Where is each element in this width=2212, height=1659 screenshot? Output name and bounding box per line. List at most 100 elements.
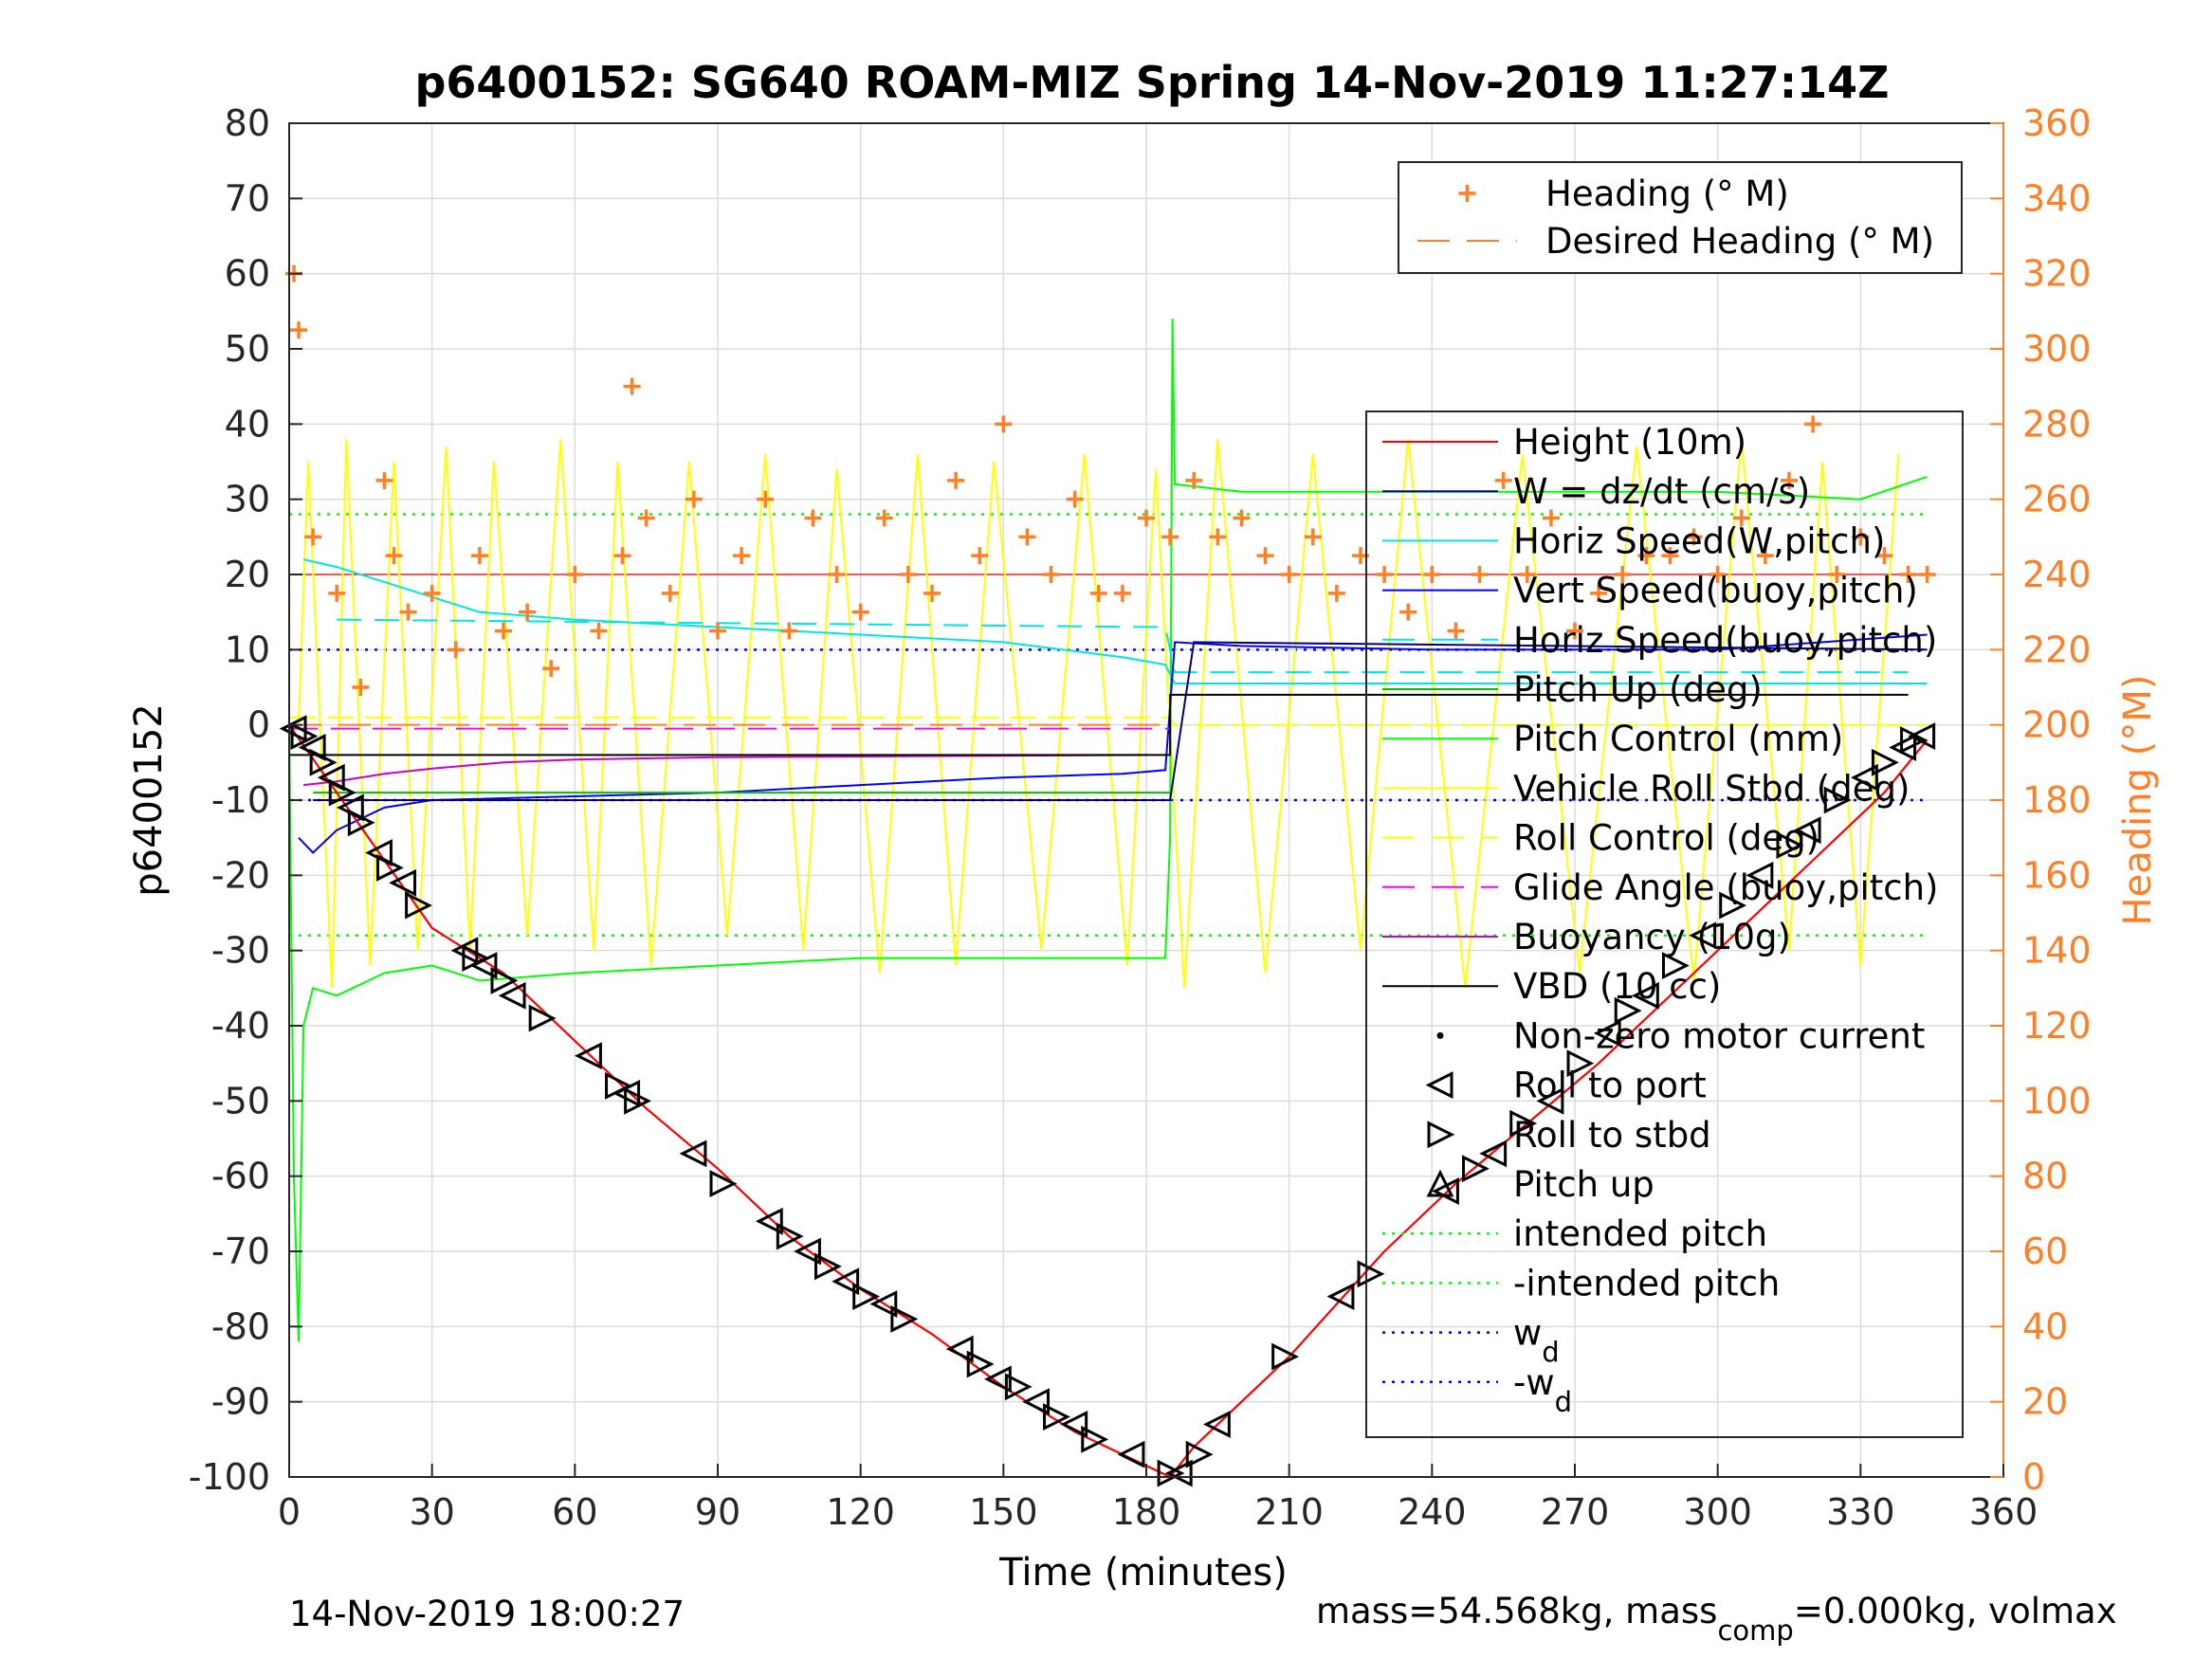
y-right-tick-label-260: 260 <box>2022 479 2092 520</box>
roll-to-port-marker-64 <box>1851 763 1878 792</box>
y-left-tick-label--60: -60 <box>211 1156 270 1197</box>
heading-point-50 <box>1399 603 1417 621</box>
heading-legend-label-1: Desired Heading (° M) <box>1545 221 1934 262</box>
y-left-tick-label--90: -90 <box>211 1381 270 1423</box>
roll-to-port-marker-50 <box>1479 1139 1508 1168</box>
reference-lines <box>289 513 1928 938</box>
y-left-tick-label--40: -40 <box>211 1005 270 1047</box>
main-legend: Height (10m) W = dz/dt (cm/s) Horiz Speed(… <box>1365 410 1964 1438</box>
heading-point-36 <box>1066 490 1084 508</box>
heading-point-30 <box>923 584 941 602</box>
roll-to-stbd-marker-17 <box>528 1004 557 1032</box>
y-left-tick-label--50: -50 <box>211 1080 270 1121</box>
main-legend-label-0: Height (10m) <box>1513 422 1746 463</box>
heading-point-41 <box>1185 471 1203 489</box>
roll-to-port-marker-38 <box>1060 1411 1088 1438</box>
roll-to-port-marker-56 <box>1631 981 1659 1010</box>
roll-to-port-marker-60 <box>1746 861 1774 889</box>
heading-point-66 <box>1781 471 1798 489</box>
heading-point-45 <box>1280 566 1298 583</box>
main-legend-label-15: Pitch up <box>1513 1164 1654 1205</box>
x-tick-label-330: 330 <box>1826 1491 1895 1533</box>
y-right-tick-label-240: 240 <box>2022 554 2092 595</box>
roll-to-stbd-marker-65 <box>1871 748 1899 776</box>
series-roll-stbd <box>298 439 1900 989</box>
footer-timestamp: 14-Nov-2019 18:00:27 <box>289 1594 685 1634</box>
roll-to-port-marker-66 <box>1889 734 1917 761</box>
heading-point-24 <box>780 622 798 640</box>
footer-mass-b: =0.000kg, volmax <box>1794 1591 2117 1632</box>
roll-to-stbd-marker-43 <box>1185 1440 1214 1468</box>
heading-point-8 <box>423 584 441 602</box>
footer-mass-sub: comp <box>1717 1614 1793 1647</box>
heading-point-40 <box>1161 528 1179 546</box>
roll-to-port-marker-26 <box>794 1237 821 1266</box>
heading-point-57 <box>1566 622 1583 640</box>
y-left-tick-label--10: -10 <box>211 779 270 821</box>
heading-point-70 <box>1875 547 1893 565</box>
x-tick-label-0: 0 <box>278 1491 301 1533</box>
heading-point-59 <box>1614 566 1632 583</box>
heading-point-10 <box>470 547 488 565</box>
y-left-tick-label-10: 10 <box>225 629 270 670</box>
heading-point-12 <box>519 603 537 621</box>
x-tick-label-240: 240 <box>1398 1491 1467 1533</box>
x-tick-label-300: 300 <box>1683 1491 1752 1533</box>
main-legend-label-3: Vert Speed(buoy,pitch) <box>1513 571 1918 611</box>
main-legend-label-9: Glide Angle (buoy,pitch) <box>1513 867 1938 908</box>
heading-point-47 <box>1327 584 1345 602</box>
y-right-tick-label-160: 160 <box>2022 854 2092 896</box>
heading-point-58 <box>1590 584 1608 602</box>
x-tick-label-150: 150 <box>969 1491 1038 1533</box>
heading-point-7 <box>399 603 417 621</box>
heading-point-11 <box>495 622 512 640</box>
heading-point-1 <box>290 321 308 339</box>
main-legend-sample-12 <box>1436 1031 1444 1039</box>
heading-point-53 <box>1471 566 1489 583</box>
heading-point-28 <box>875 509 893 527</box>
heading-point-31 <box>947 471 965 489</box>
roll-to-stbd-marker-51 <box>1509 1109 1538 1138</box>
heading-point-42 <box>1209 528 1227 546</box>
roll-to-port-marker-40 <box>1117 1440 1145 1468</box>
main-legend-label-16: intended pitch <box>1513 1213 1767 1254</box>
heading-legend: Heading (° M) Desired Heading (° M) <box>1398 161 1963 274</box>
heading-point-44 <box>1256 547 1274 565</box>
heading-point-14 <box>566 566 584 583</box>
y-right-tick-label-200: 200 <box>2022 704 2092 746</box>
heading-point-29 <box>899 566 917 583</box>
roll-to-port-marker-16 <box>498 981 526 1010</box>
heading-point-33 <box>995 415 1013 433</box>
heading-point-21 <box>709 622 726 640</box>
x-tick-label-270: 270 <box>1541 1491 1610 1533</box>
main-legend-sample-15 <box>1426 1169 1454 1197</box>
heading-point-68 <box>1828 566 1846 583</box>
heading-point-54 <box>1494 471 1512 489</box>
heading-point-35 <box>1042 566 1060 583</box>
roll-to-stbd-marker-27 <box>814 1252 842 1281</box>
roll-to-stbd-marker-11 <box>405 891 432 920</box>
roll-to-port-marker-22 <box>679 1139 707 1168</box>
heading-point-20 <box>685 490 703 508</box>
heading-point-34 <box>1018 528 1036 546</box>
heading-point-71 <box>1899 566 1917 583</box>
roll-to-stbd-marker-61 <box>1776 831 1804 860</box>
heading-point-5 <box>375 471 393 489</box>
x-tick-label-120: 120 <box>826 1491 895 1533</box>
roll-to-port-marker-68 <box>1908 722 1936 750</box>
y-left-tick-label-80: 80 <box>225 102 270 144</box>
heading-legend-sample-0 <box>1458 185 1476 202</box>
roll-to-port-marker-30 <box>869 1290 898 1318</box>
x-tick-label-180: 180 <box>1112 1491 1181 1533</box>
roll-to-port-marker-62 <box>1793 816 1821 845</box>
chart-title: p6400152: SG640 ROAM-MIZ Spring 14-Nov-2… <box>414 57 1889 108</box>
main-legend-label-18-subscript: d <box>1542 1337 1559 1369</box>
y-left-tick-label-70: 70 <box>225 177 270 219</box>
y-right-tick-label-40: 40 <box>2022 1305 2068 1347</box>
roll-to-stbd-marker-59 <box>1719 891 1747 920</box>
main-legend-label-10: Buoyancy (10g) <box>1513 917 1791 957</box>
main-legend-label-17: -intended pitch <box>1513 1263 1780 1304</box>
heading-point-32 <box>971 547 989 565</box>
heading-point-2 <box>304 528 322 546</box>
